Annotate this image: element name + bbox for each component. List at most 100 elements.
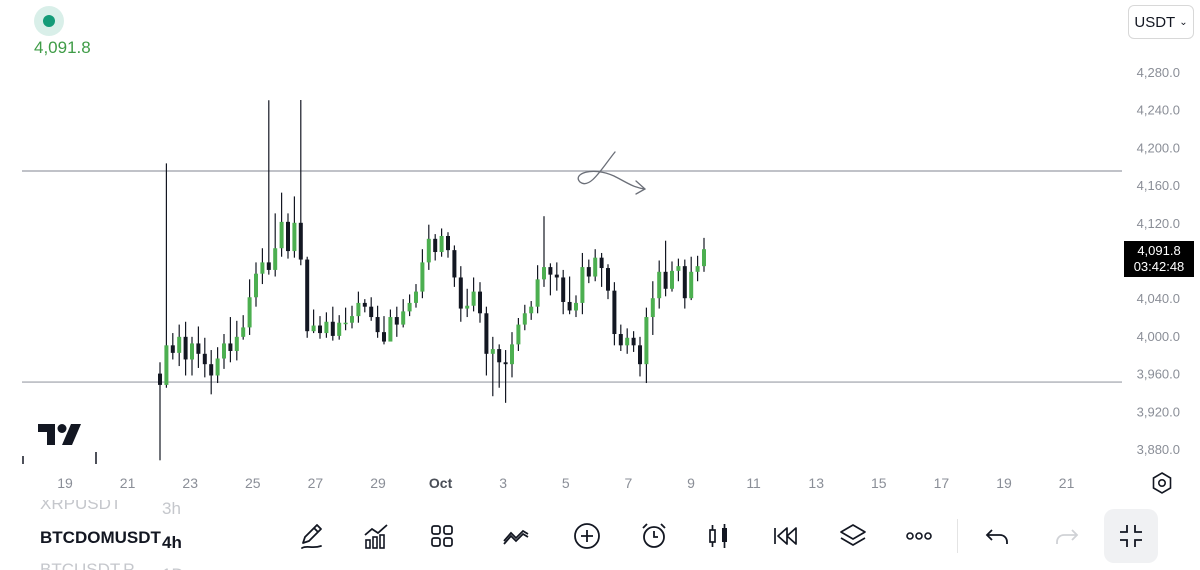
candle-down[interactable] — [452, 250, 457, 278]
candle-up[interactable] — [420, 262, 425, 292]
candle-up[interactable] — [273, 248, 278, 270]
candle-up[interactable] — [234, 336, 239, 351]
tradingview-logo[interactable] — [38, 424, 82, 451]
candle-up[interactable] — [580, 267, 585, 303]
candle-up[interactable] — [279, 221, 284, 249]
candle-down[interactable] — [503, 362, 508, 365]
candle-up[interactable] — [254, 273, 258, 298]
candle-up[interactable] — [535, 279, 540, 307]
currency-dropdown[interactable]: USDT ⌄ — [1128, 5, 1194, 39]
candle-up[interactable] — [350, 316, 354, 323]
candle-down[interactable] — [318, 325, 322, 334]
candle-down[interactable] — [183, 336, 188, 360]
candle-up[interactable] — [439, 235, 444, 253]
undo-button[interactable] — [975, 513, 1021, 559]
candle-down[interactable] — [330, 321, 335, 336]
candle-down[interactable] — [618, 334, 623, 346]
candle-down[interactable] — [266, 262, 271, 270]
candle-up[interactable] — [689, 271, 694, 299]
candle-up[interactable] — [490, 349, 495, 354]
candle-down[interactable] — [478, 291, 482, 314]
chart-settings-button[interactable] — [1150, 471, 1174, 495]
candle-up[interactable] — [426, 238, 431, 263]
candle-up[interactable] — [650, 298, 655, 318]
candle-up[interactable] — [676, 266, 681, 271]
candle-up[interactable] — [644, 317, 649, 365]
candle-up[interactable] — [670, 270, 674, 289]
candle-up[interactable] — [241, 327, 246, 337]
candle-down[interactable] — [433, 238, 438, 253]
redo-button[interactable] — [1043, 513, 1089, 559]
candle-up[interactable] — [215, 358, 220, 376]
candle-down[interactable] — [298, 222, 303, 260]
price-chart[interactable]: 4,280.04,240.04,200.04,160.04,120.04,080… — [0, 0, 1200, 500]
candle-down[interactable] — [599, 257, 604, 269]
symbol-row[interactable]: BTCUSDT.P 1D — [40, 560, 184, 570]
chart-area[interactable]: 4,280.04,240.04,200.04,160.04,120.04,080… — [0, 0, 1200, 500]
alert-button[interactable] — [631, 513, 677, 559]
candle-down[interactable] — [631, 337, 636, 346]
candle-up[interactable] — [356, 302, 361, 317]
candle-down[interactable] — [554, 274, 559, 278]
candle-up[interactable] — [324, 321, 329, 334]
candle-up[interactable] — [388, 317, 393, 342]
compare-button[interactable] — [493, 513, 539, 559]
fullscreen-exit-button[interactable] — [1104, 509, 1158, 563]
candle-down[interactable] — [369, 306, 374, 318]
candle-down[interactable] — [567, 301, 572, 311]
candle-up[interactable] — [522, 313, 527, 325]
candle-up[interactable] — [247, 297, 252, 328]
candle-up[interactable] — [471, 291, 476, 306]
candle-down[interactable] — [170, 345, 175, 353]
candle-down[interactable] — [158, 373, 162, 385]
candle-up[interactable] — [164, 345, 169, 385]
candle-up[interactable] — [625, 337, 630, 346]
indicators-button[interactable] — [353, 513, 399, 559]
candle-down[interactable] — [394, 317, 399, 325]
candle-down[interactable] — [606, 268, 610, 291]
more-button[interactable] — [896, 513, 942, 559]
candle-up[interactable] — [190, 343, 194, 360]
candle-down[interactable] — [209, 364, 214, 376]
candle-down[interactable] — [548, 267, 553, 275]
candle-up[interactable] — [574, 302, 578, 311]
candle-up[interactable] — [510, 344, 514, 365]
candle-down[interactable] — [484, 313, 489, 354]
candle-down[interactable] — [663, 271, 668, 289]
candle-down[interactable] — [458, 277, 463, 309]
candle-down[interactable] — [612, 290, 617, 335]
candle-up[interactable] — [516, 324, 521, 345]
candle-down[interactable] — [638, 345, 642, 365]
candle-down[interactable] — [286, 221, 290, 252]
symbol-list[interactable]: XRPUSDT 3h BTCDOMUSDT4h BTCUSDT.P 1D — [0, 500, 280, 570]
candle-up[interactable] — [292, 222, 297, 252]
candle-up[interactable] — [337, 322, 342, 336]
candle-up[interactable] — [414, 291, 418, 303]
layouts-button[interactable] — [419, 513, 465, 559]
candle-down[interactable] — [561, 277, 566, 302]
candle-down[interactable] — [682, 266, 687, 299]
candle-down[interactable] — [196, 343, 201, 354]
candle-up[interactable] — [222, 343, 226, 359]
candle-up[interactable] — [177, 336, 182, 353]
candle-up[interactable] — [529, 306, 534, 314]
replay-button[interactable] — [762, 513, 808, 559]
candle-up[interactable] — [542, 267, 546, 280]
symbol-row[interactable]: XRPUSDT 3h — [40, 500, 181, 519]
hand-drawn-arrow-annotation[interactable] — [577, 151, 647, 195]
drawing-tools-button[interactable] — [289, 513, 335, 559]
candle-up[interactable] — [657, 271, 662, 299]
candle-down[interactable] — [305, 259, 310, 332]
candle-up[interactable] — [593, 257, 598, 277]
chart-type-button[interactable] — [696, 513, 742, 559]
candle-down[interactable] — [446, 235, 450, 251]
candle-down[interactable] — [228, 343, 233, 351]
candle-up[interactable] — [311, 325, 316, 332]
candle-down[interactable] — [497, 349, 502, 363]
candle-up[interactable] — [260, 262, 265, 274]
candle-up[interactable] — [401, 311, 406, 325]
add-button[interactable] — [564, 513, 610, 559]
candle-down[interactable] — [382, 332, 386, 342]
candle-down[interactable] — [202, 353, 207, 365]
candle-up[interactable] — [702, 249, 706, 267]
